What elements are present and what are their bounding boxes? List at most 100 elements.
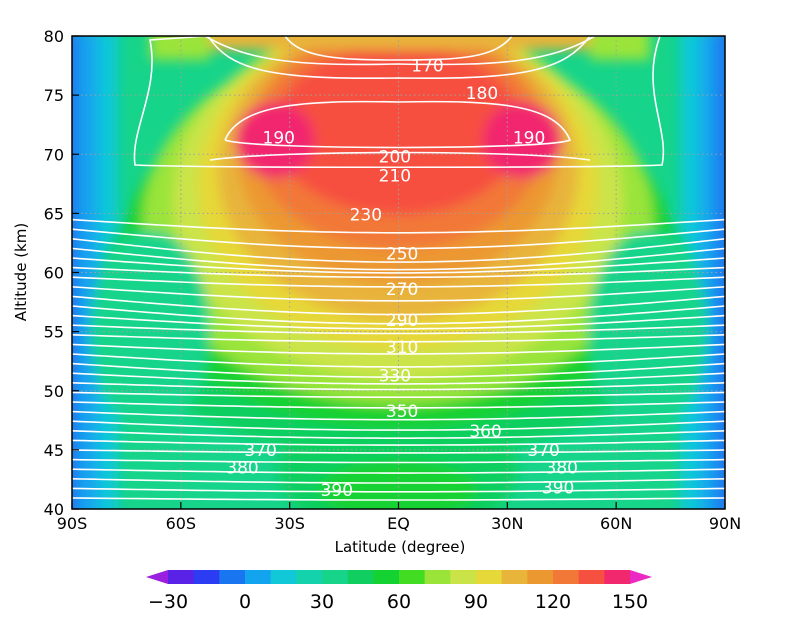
contour-label: 180: [466, 84, 498, 104]
x-axis: 90S 60S 30S EQ 30N 60N 90N: [57, 502, 741, 533]
contour-line: [72, 487, 725, 493]
colorbar-swatch: [322, 570, 349, 584]
contour-line: [72, 314, 725, 330]
y-tick-label: 65: [44, 204, 64, 223]
y-tick-label: 40: [44, 500, 64, 519]
contour-label: 170: [411, 57, 443, 77]
contour-line: [72, 218, 725, 234]
y-tick-label: 60: [44, 264, 64, 283]
contour-line: [209, 151, 591, 161]
contour-label: 190: [263, 129, 295, 149]
x-tick-label: EQ: [387, 514, 410, 533]
contour-label: 310: [386, 338, 418, 358]
contour-label: 380: [226, 459, 258, 479]
colorbar-low-arrow: [146, 570, 168, 584]
contour-line: [72, 391, 725, 398]
y-tick-label: 45: [44, 441, 64, 460]
contour-line: [72, 228, 725, 250]
contour-line: [72, 410, 725, 421]
contour-line: [72, 362, 725, 378]
colorbar-swatch: [373, 570, 400, 584]
contour-label: 370: [527, 441, 559, 461]
y-tick-label: 80: [44, 27, 64, 46]
contour-line: [72, 286, 725, 302]
colorbar: −30 0 30 60 90 120 150: [146, 570, 652, 613]
x-tick-label: 60S: [166, 514, 197, 533]
y-axis-title: Altitude (km): [12, 223, 30, 321]
contour-label: 200: [379, 148, 411, 168]
colorbar-swatch: [270, 570, 297, 584]
colorbar-tick-label: 120: [535, 591, 571, 613]
contour-label: 390: [542, 479, 574, 499]
colorbar-swatch: [604, 570, 631, 584]
y-tick-label: 75: [44, 86, 64, 105]
colorbar-tick-label: 90: [464, 591, 488, 613]
colorbar-swatch: [450, 570, 477, 584]
colorbar-tick-label: 60: [387, 591, 411, 613]
contour-label: 210: [379, 167, 411, 187]
contour-line: [72, 449, 725, 454]
colorbar-swatch: [424, 570, 451, 584]
contour-line: [72, 468, 725, 474]
contour-line: [72, 382, 725, 391]
contour-label: 330: [379, 366, 411, 386]
contour-label: 360: [469, 422, 501, 442]
x-tick-label: 30S: [274, 514, 305, 533]
colorbar-swatch: [553, 570, 580, 584]
contour-label: 290: [386, 311, 418, 331]
colorbar-swatch: [193, 570, 220, 584]
contour-line: [72, 343, 725, 355]
colorbar-tick-label: 30: [310, 591, 334, 613]
contour-line: [72, 497, 725, 501]
x-tick-label: 90N: [709, 514, 741, 533]
contour-line: [204, 36, 596, 66]
contour-label: 250: [386, 245, 418, 265]
contour-label: 350: [386, 402, 418, 422]
contour-label: 190: [513, 129, 545, 149]
colorbar-swatch: [527, 570, 554, 584]
y-tick-label: 55: [44, 323, 64, 342]
contour-line: [72, 439, 725, 446]
colorbar-swatch: [347, 570, 374, 584]
contour-line: [72, 420, 725, 431]
contour-line: [72, 324, 725, 335]
contour-lines: [72, 36, 725, 501]
contour-line: [72, 238, 725, 263]
contour-line: [72, 257, 725, 274]
contour-line: [72, 305, 725, 325]
colorbar-high-arrow: [630, 570, 652, 584]
contour-label: 230: [350, 206, 382, 226]
colorbar-tick-label: −30: [148, 591, 188, 613]
colorbar-tick-label: 150: [612, 591, 648, 613]
x-tick-label: 30N: [491, 514, 523, 533]
colorbar-swatch: [399, 570, 426, 584]
contour-line: [72, 295, 725, 316]
x-axis-title: Latitude (degree): [335, 538, 466, 556]
contour-label: 380: [546, 459, 578, 479]
contour-line: [72, 353, 725, 368]
colorbar-tick-label: 0: [239, 591, 251, 613]
x-tick-label: 90S: [57, 514, 88, 533]
contour-label: 270: [386, 280, 418, 300]
contour-line: [72, 247, 725, 271]
y-axis: 40 45 50 55 60 65 70 75 80: [44, 27, 79, 519]
colorbar-swatch: [501, 570, 528, 584]
contour-line: [72, 266, 725, 279]
colorbar-swatch: [296, 570, 323, 584]
colorbar-swatch: [245, 570, 272, 584]
contour-line: [72, 478, 725, 484]
contour-line: [72, 334, 725, 343]
contour-line: [72, 276, 725, 288]
colorbar-swatch: [578, 570, 605, 584]
contour-line: [72, 372, 725, 385]
contour-line: [284, 36, 513, 61]
x-tick-label: 60N: [600, 514, 632, 533]
contour-line: [224, 100, 572, 149]
colorbar-swatch: [219, 570, 246, 584]
contour-label: 390: [321, 481, 353, 501]
colorbar-swatch: [476, 570, 503, 584]
colorbar-swatch: [168, 570, 195, 584]
contour-line: [72, 401, 725, 409]
